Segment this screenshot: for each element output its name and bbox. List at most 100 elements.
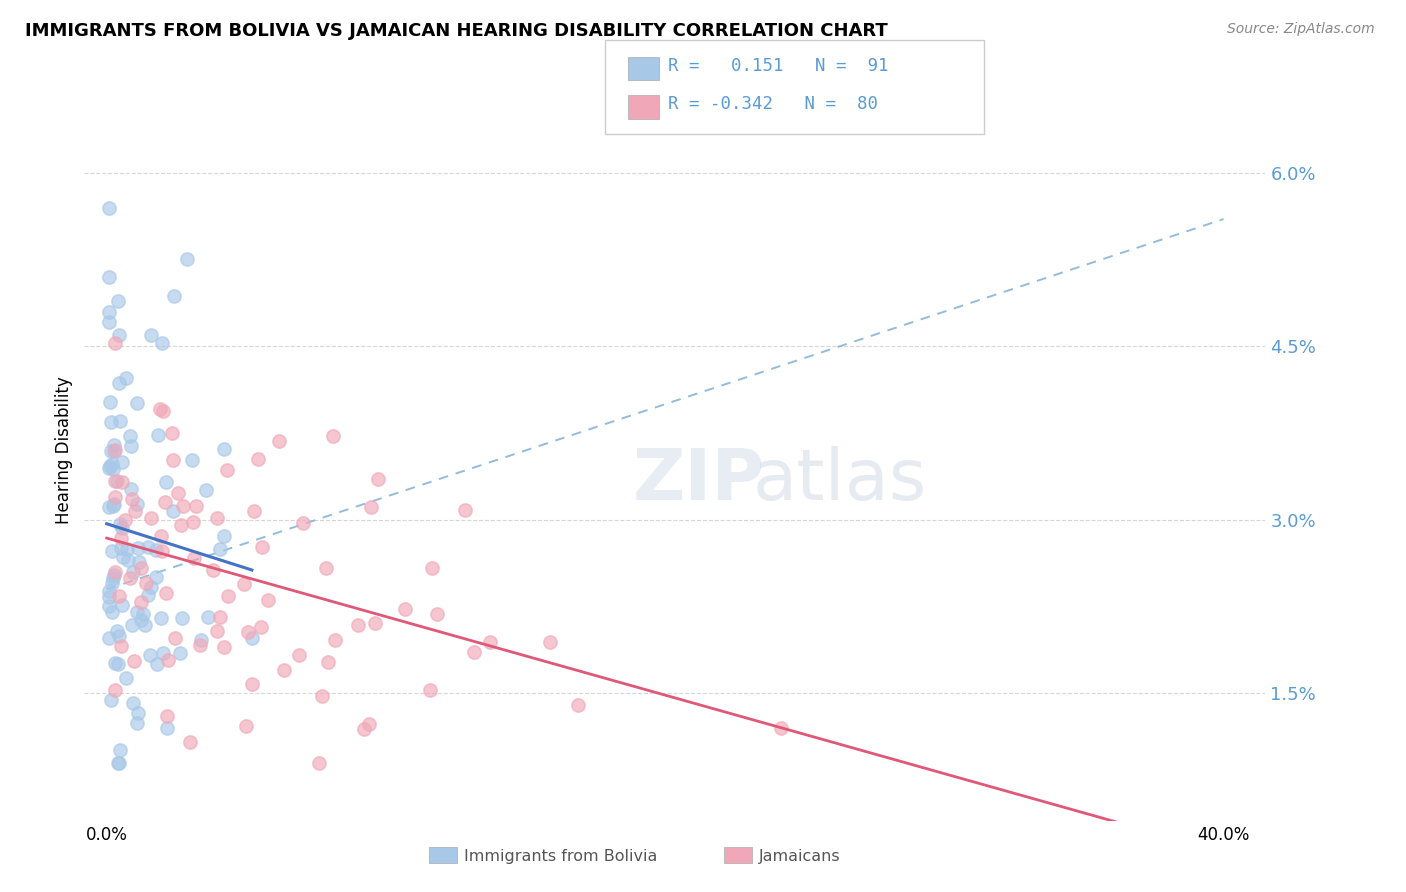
Point [98,590,121,604]
Point [172,611,194,625]
Point [114,671,136,685]
Point [129,561,152,575]
Point [190,633,212,648]
Point [243,504,266,518]
Point [426,607,449,622]
Point [98,458,121,473]
Point [454,502,477,516]
Point [394,602,416,616]
Point [128,555,150,569]
Point [145,657,167,671]
Point [150,544,173,558]
Text: Source: ZipAtlas.com: Source: ZipAtlas.com [1227,22,1375,37]
Point [207,624,229,638]
Point [201,563,224,577]
Point [183,551,205,566]
Point [172,499,194,513]
Point [115,542,138,557]
Point [98,461,121,475]
Point [108,376,131,391]
Point [139,580,162,594]
Point [122,565,145,579]
Point [127,716,149,731]
Point [100,575,122,590]
Point [98,315,121,329]
Point [103,497,125,511]
Point [118,429,141,443]
Point [240,631,263,645]
Point [107,657,129,671]
Point [103,438,125,452]
Point [155,586,177,600]
Point [567,698,589,712]
Point [104,656,127,670]
Point [111,475,134,489]
Point [121,618,143,632]
Point [162,504,184,518]
Point [149,529,172,543]
Point [98,500,121,515]
Point [308,756,330,770]
Point [479,634,502,648]
Point [162,452,184,467]
Point [197,610,219,624]
Point [110,541,132,556]
Point [170,517,193,532]
Point [205,511,228,525]
Point [163,288,186,302]
Point [218,589,240,603]
Point [115,371,138,385]
Point [157,652,180,666]
Point [101,605,124,619]
Point [152,647,174,661]
Point [101,457,124,471]
Point [114,513,136,527]
Point [353,723,375,737]
Point [103,499,125,513]
Point [105,474,128,488]
Point [167,486,190,500]
Point [367,472,389,486]
Point [311,690,333,704]
Text: ZIP: ZIP [633,446,765,515]
Point [267,434,290,448]
Point [129,595,152,609]
Point [163,631,186,645]
Point [112,550,135,565]
Point [257,593,280,607]
Point [316,655,339,669]
Point [292,516,315,530]
Point [120,571,142,585]
Point [129,613,152,627]
Point [169,646,191,660]
Point [212,442,235,456]
Point [111,598,134,612]
Point [315,561,337,575]
Point [273,663,295,677]
Point [98,632,121,646]
Text: atlas: atlas [754,446,928,515]
Point [195,483,218,497]
Point [463,645,485,659]
Point [98,599,121,613]
Point [235,718,257,732]
Point [108,414,131,428]
Point [98,269,121,284]
Point [108,589,131,603]
Point [160,426,183,441]
Point [136,540,159,554]
Point [101,544,124,558]
Point [215,463,238,477]
Point [359,717,381,731]
Y-axis label: Hearing Disability: Hearing Disability [55,376,73,524]
Point [103,568,125,582]
Point [127,706,149,721]
Text: Immigrants from Bolivia: Immigrants from Bolivia [464,849,658,863]
Point [100,415,122,429]
Point [125,497,148,511]
Point [360,500,382,515]
Point [103,571,125,585]
Point [127,396,149,410]
Point [104,490,127,504]
Point [124,654,146,668]
